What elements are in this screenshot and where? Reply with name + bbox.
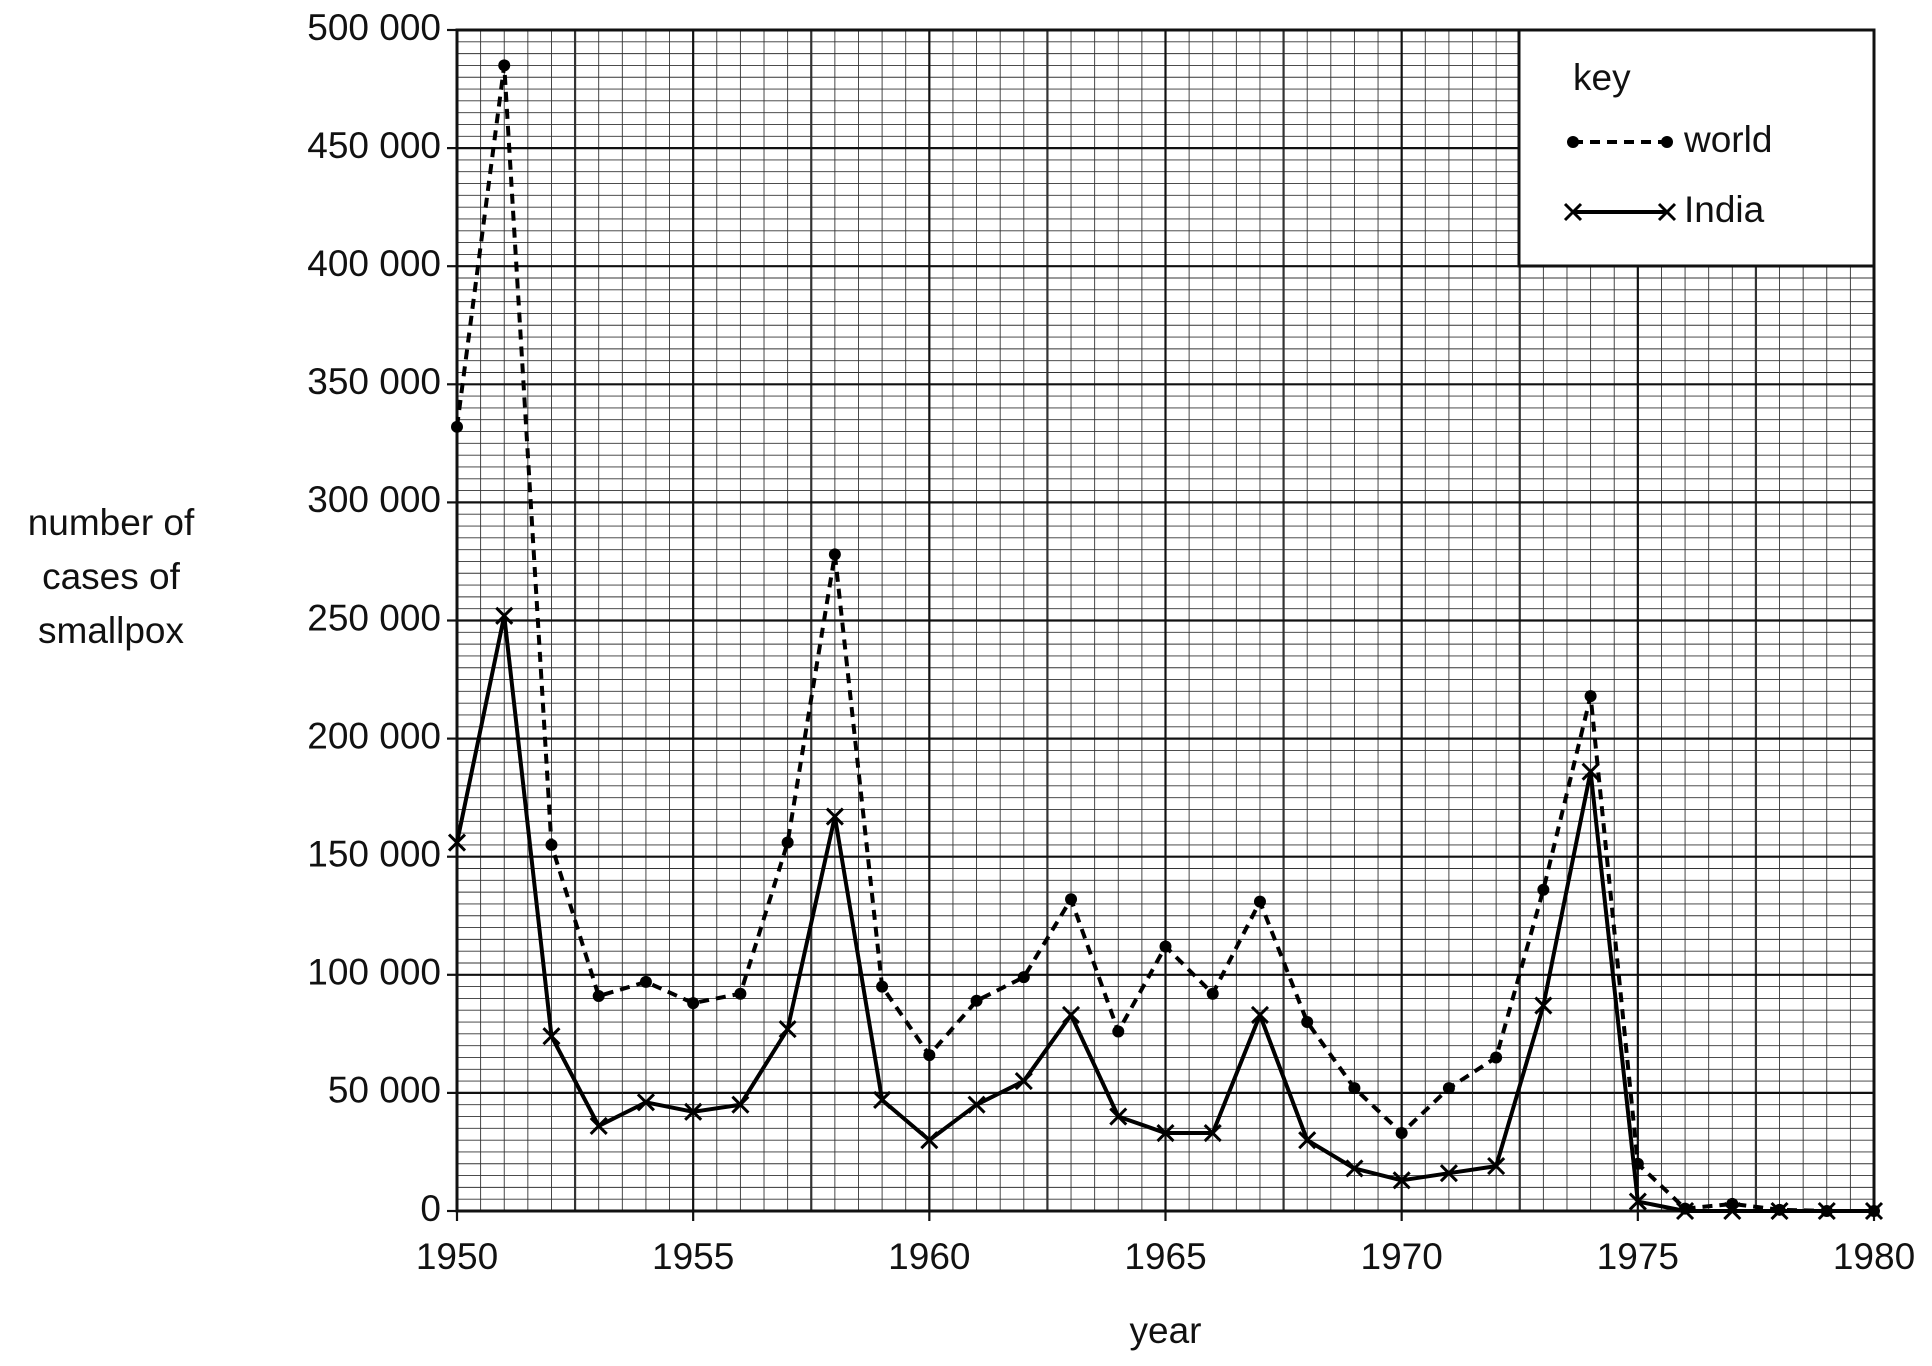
data-point — [876, 980, 889, 993]
data-point — [1206, 987, 1219, 1000]
y-tick-label: 250 000 — [307, 597, 441, 638]
data-point — [498, 59, 511, 72]
data-point — [687, 997, 700, 1010]
data-point — [1109, 1107, 1128, 1126]
data-point — [447, 833, 467, 852]
data-point — [1581, 762, 1600, 781]
y-tick-label: 150 000 — [307, 833, 441, 874]
data-point — [639, 975, 652, 988]
legend: key world India — [1517, 28, 1876, 268]
data-point — [825, 807, 844, 826]
data-point — [731, 1095, 750, 1114]
legend-marker — [1661, 136, 1673, 148]
legend-title: key — [1573, 57, 1631, 98]
data-point — [1817, 1201, 1836, 1221]
data-point — [1770, 1201, 1789, 1221]
data-point — [1534, 996, 1553, 1015]
data-point — [1439, 1164, 1458, 1183]
data-point — [1490, 1051, 1503, 1064]
data-point — [1112, 1025, 1125, 1038]
y-tick-label: 400 000 — [307, 243, 441, 284]
data-point — [545, 838, 558, 851]
x-tick-label: 1965 — [1124, 1236, 1206, 1277]
data-point — [1487, 1157, 1506, 1176]
data-point — [1065, 893, 1078, 906]
x-axis-label: year — [1130, 1310, 1202, 1351]
legend-marker — [1563, 202, 1583, 222]
x-tick-label: 1980 — [1833, 1236, 1915, 1277]
y-tick-label: 50 000 — [328, 1070, 441, 1111]
data-point — [1017, 971, 1030, 984]
x-tick-label: 1970 — [1361, 1236, 1443, 1277]
data-point — [1442, 1082, 1455, 1095]
y-tick-label: 200 000 — [307, 715, 441, 756]
data-point — [923, 1049, 936, 1062]
data-point — [1156, 1123, 1175, 1143]
data-point — [1298, 1131, 1317, 1150]
data-point — [873, 1090, 892, 1110]
data-point — [1676, 1201, 1695, 1221]
data-point — [592, 990, 605, 1003]
y-tick-label: 500 000 — [307, 7, 441, 48]
data-point — [1395, 1127, 1408, 1140]
data-point — [1301, 1016, 1314, 1029]
data-point — [1253, 895, 1266, 908]
data-point — [920, 1131, 939, 1150]
data-point — [1723, 1201, 1742, 1221]
data-point — [734, 987, 747, 1000]
data-point — [970, 994, 983, 1007]
data-point — [1014, 1072, 1033, 1091]
legend-box — [1517, 28, 1876, 268]
data-point — [1348, 1082, 1361, 1095]
data-point — [451, 420, 463, 433]
legend-marker — [1657, 202, 1677, 222]
data-point — [967, 1095, 986, 1114]
data-point — [589, 1116, 608, 1136]
data-point — [1250, 1005, 1270, 1025]
y-tick-label: 0 — [420, 1188, 441, 1229]
x-tick-label: 1975 — [1597, 1236, 1679, 1277]
data-point — [1061, 1005, 1081, 1025]
data-point — [1203, 1123, 1222, 1143]
legend-label: India — [1684, 189, 1765, 230]
x-tick-label: 1955 — [652, 1236, 734, 1277]
data-point — [636, 1093, 655, 1112]
data-point — [1345, 1159, 1364, 1178]
y-tick-label: 350 000 — [307, 361, 441, 402]
data-point — [1584, 690, 1597, 703]
data-point — [778, 1020, 797, 1039]
x-tick-label: 1960 — [888, 1236, 970, 1277]
legend-label: world — [1683, 119, 1772, 160]
data-point — [1628, 1192, 1647, 1211]
data-point — [495, 606, 514, 625]
plot-frame — [455, 28, 1876, 1213]
y-axis-label: number of cases of smallpox — [27, 502, 195, 651]
data-point — [828, 548, 841, 561]
y-tick-label: 450 000 — [307, 125, 441, 166]
data-point — [1392, 1171, 1411, 1190]
x-tick-label: 1950 — [416, 1236, 498, 1277]
data-point — [781, 836, 794, 849]
data-point — [1159, 940, 1172, 953]
y-tick-label: 100 000 — [307, 952, 441, 993]
data-point — [684, 1102, 703, 1121]
legend-marker — [1567, 136, 1579, 148]
data-point — [1537, 883, 1550, 896]
data-point — [542, 1027, 561, 1046]
data-point — [1864, 1201, 1884, 1221]
y-tick-label: 300 000 — [307, 479, 441, 520]
